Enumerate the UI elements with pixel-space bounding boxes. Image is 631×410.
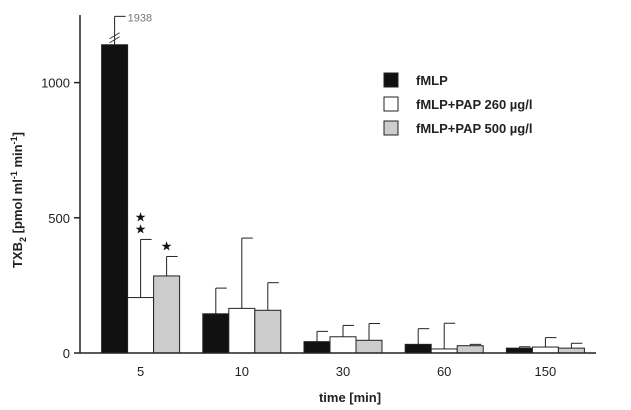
y-axis-title-subscript: 2 bbox=[18, 237, 28, 242]
axis-break-mark-1 bbox=[109, 32, 120, 40]
bar-30-s1 bbox=[329, 336, 357, 354]
significance-star-5-s1-1: ★ bbox=[135, 222, 147, 237]
bar-60-s0 bbox=[404, 343, 432, 354]
bar-10-s0 bbox=[202, 313, 230, 354]
y-axis-title-sup-1: -1 bbox=[9, 171, 19, 179]
significance-star-5-s2-0: ★ bbox=[161, 239, 173, 254]
legend-label-0: fMLP bbox=[416, 73, 448, 88]
plot-area bbox=[101, 15, 585, 354]
bar-30-s2 bbox=[355, 339, 383, 354]
bar-30-s0 bbox=[303, 341, 331, 354]
y-axis-title-unit-1: [pmol ml bbox=[10, 179, 25, 237]
bar-5-s2 bbox=[153, 275, 181, 354]
x-tick-label-5: 5 bbox=[137, 364, 144, 379]
significance-star-5-s1-0: ★ bbox=[135, 210, 147, 225]
y-axis-title: TXB2 [pmol ml-1 min-1] bbox=[9, 132, 28, 268]
axis-break-mark-2 bbox=[109, 36, 120, 44]
x-tick-label-10: 10 bbox=[235, 364, 249, 379]
legend: fMLP fMLP+PAP 260 µg/l fMLP+PAP 500 µg/l bbox=[383, 72, 532, 136]
x-tick-label-30: 30 bbox=[336, 364, 350, 379]
y-axis-title-unit-2: min bbox=[10, 144, 25, 171]
legend-label-2: fMLP+PAP 500 µg/l bbox=[416, 121, 532, 136]
bar-60-s2 bbox=[456, 345, 484, 354]
bar-150-s1 bbox=[531, 346, 559, 354]
x-tick-label-60: 60 bbox=[437, 364, 451, 379]
bar-5-s1 bbox=[127, 297, 155, 354]
y-tick-label-1000: 1000 bbox=[41, 76, 70, 91]
x-ticks: 5 10 30 60 150 bbox=[137, 364, 556, 379]
y-axis-title-end: ] bbox=[10, 132, 25, 136]
axes bbox=[79, 15, 596, 354]
legend-swatch-2 bbox=[383, 120, 399, 136]
legend-swatch-1 bbox=[383, 96, 399, 112]
bar-10-s2 bbox=[254, 309, 282, 354]
annotations: 1938★★★ bbox=[109, 12, 173, 254]
y-ticks: 0 500 1000 bbox=[41, 76, 80, 361]
legend-label-1: fMLP+PAP 260 µg/l bbox=[416, 97, 532, 112]
axis-break-value-label: 1938 bbox=[128, 12, 152, 24]
bar-5-s0 bbox=[101, 44, 129, 354]
bar-10-s1 bbox=[228, 307, 256, 354]
legend-swatch-0 bbox=[383, 72, 399, 88]
y-axis-title-sup-2: -1 bbox=[9, 136, 19, 144]
y-tick-label-0: 0 bbox=[63, 346, 70, 361]
y-tick-label-500: 500 bbox=[48, 211, 70, 226]
y-axis-title-main: TXB bbox=[10, 242, 25, 268]
x-tick-label-150: 150 bbox=[535, 364, 557, 379]
x-axis-title: time [min] bbox=[319, 390, 381, 405]
